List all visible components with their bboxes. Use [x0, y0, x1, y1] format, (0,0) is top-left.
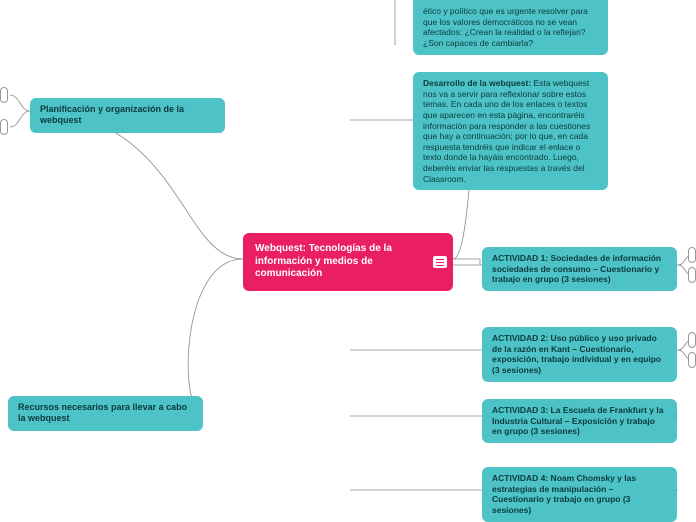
activity-2-label: ACTIVIDAD 2: Uso público y uso privado d… — [492, 333, 661, 375]
activity-4-label: ACTIVIDAD 4: Noam Chomsky y las estrateg… — [492, 473, 636, 515]
stub — [0, 119, 8, 135]
activity-3-label: ACTIVIDAD 3: La Escuela de Frankfurt y l… — [492, 405, 663, 436]
central-label: Webquest: Tecnologías de la información … — [255, 243, 392, 279]
stub — [0, 87, 8, 103]
planning-node[interactable]: Planificación y organización de la webqu… — [30, 98, 225, 133]
notes-icon[interactable] — [433, 256, 447, 268]
activity-4-node[interactable]: ACTIVIDAD 4: Noam Chomsky y las estrateg… — [482, 467, 677, 522]
resources-label: Recursos necesarios para llevar a cabo l… — [18, 402, 187, 423]
central-node[interactable]: Webquest: Tecnologías de la información … — [243, 233, 453, 291]
activity-1-label: ACTIVIDAD 1: Sociedades de información s… — [492, 253, 661, 284]
activity-2-node[interactable]: ACTIVIDAD 2: Uso público y uso privado d… — [482, 327, 677, 382]
stub — [688, 332, 696, 348]
intro-dev-body: Esta webquest nos va a servir para refle… — [423, 78, 590, 184]
mindmap-canvas: Webquest: Tecnologías de la información … — [0, 0, 696, 520]
intro-dev-title: Desarrollo de la webquest: — [423, 78, 531, 88]
activity-1-node[interactable]: ACTIVIDAD 1: Sociedades de información s… — [482, 247, 677, 291]
stub — [688, 247, 696, 263]
intro-fragment-node[interactable]: ético y político que es urgente resolver… — [413, 0, 608, 55]
intro-dev-node[interactable]: Desarrollo de la webquest: Esta webquest… — [413, 72, 608, 190]
stub — [688, 352, 696, 368]
activity-3-node[interactable]: ACTIVIDAD 3: La Escuela de Frankfurt y l… — [482, 399, 677, 443]
resources-node[interactable]: Recursos necesarios para llevar a cabo l… — [8, 396, 203, 431]
stub — [688, 267, 696, 283]
planning-label: Planificación y organización de la webqu… — [40, 104, 184, 125]
intro-fragment-text: ético y político que es urgente resolver… — [423, 6, 588, 48]
